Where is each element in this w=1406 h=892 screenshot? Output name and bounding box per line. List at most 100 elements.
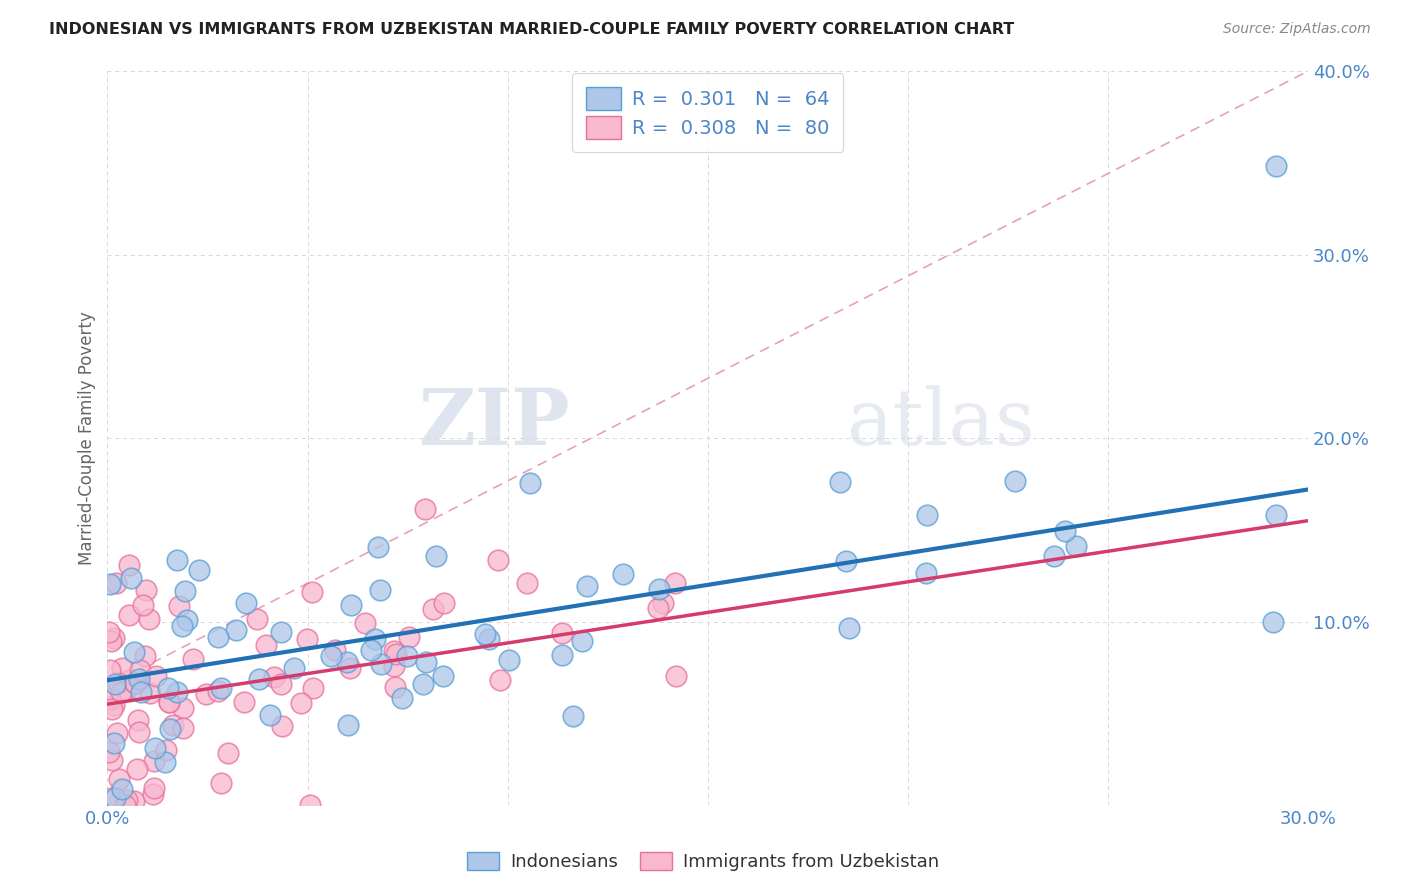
Point bbox=[157, 695, 180, 709]
Point bbox=[162, 718, 184, 732]
Point bbox=[142, 780, 165, 795]
Point bbox=[425, 549, 447, 563]
Point bbox=[124, 675, 146, 690]
Point bbox=[336, 718, 359, 732]
Point bbox=[108, 772, 131, 786]
Text: atlas: atlas bbox=[846, 385, 1035, 461]
Point bbox=[384, 648, 406, 662]
Point bbox=[651, 596, 673, 610]
Point bbox=[664, 575, 686, 590]
Point bbox=[413, 501, 436, 516]
Point bbox=[207, 684, 229, 698]
Point bbox=[176, 613, 198, 627]
Point bbox=[128, 724, 150, 739]
Point bbox=[107, 676, 129, 690]
Point bbox=[172, 721, 194, 735]
Point bbox=[247, 672, 270, 686]
Point bbox=[101, 702, 124, 716]
Point bbox=[360, 643, 382, 657]
Point bbox=[551, 648, 574, 662]
Point bbox=[110, 661, 132, 675]
Point bbox=[339, 661, 361, 675]
Point bbox=[100, 790, 122, 805]
Point bbox=[98, 577, 121, 591]
Point bbox=[104, 677, 127, 691]
Point bbox=[562, 709, 585, 723]
Point bbox=[120, 571, 142, 585]
Point bbox=[134, 648, 156, 663]
Point bbox=[1053, 524, 1076, 538]
Point bbox=[225, 623, 247, 637]
Point bbox=[297, 632, 319, 646]
Point bbox=[1265, 160, 1288, 174]
Text: INDONESIAN VS IMMIGRANTS FROM UZBEKISTAN MARRIED-COUPLE FAMILY POVERTY CORRELATI: INDONESIAN VS IMMIGRANTS FROM UZBEKISTAN… bbox=[49, 22, 1015, 37]
Point bbox=[433, 596, 456, 610]
Point bbox=[336, 655, 359, 669]
Point bbox=[156, 681, 179, 695]
Point bbox=[170, 619, 193, 633]
Point bbox=[319, 648, 342, 663]
Point bbox=[299, 798, 322, 813]
Point bbox=[1064, 540, 1087, 554]
Point bbox=[415, 655, 437, 669]
Point bbox=[118, 607, 141, 622]
Point bbox=[915, 566, 938, 580]
Point bbox=[1004, 474, 1026, 488]
Point bbox=[270, 677, 292, 691]
Point bbox=[153, 755, 176, 769]
Text: Source: ZipAtlas.com: Source: ZipAtlas.com bbox=[1223, 22, 1371, 37]
Point bbox=[129, 663, 152, 677]
Point bbox=[159, 722, 181, 736]
Point bbox=[181, 652, 204, 666]
Point bbox=[571, 633, 593, 648]
Legend: Indonesians, Immigrants from Uzbekistan: Indonesians, Immigrants from Uzbekistan bbox=[460, 845, 946, 879]
Point bbox=[233, 695, 256, 709]
Y-axis label: Married-Couple Family Poverty: Married-Couple Family Poverty bbox=[79, 311, 96, 565]
Point bbox=[246, 612, 269, 626]
Point bbox=[173, 584, 195, 599]
Point bbox=[551, 626, 574, 640]
Point bbox=[516, 575, 538, 590]
Point bbox=[290, 696, 312, 710]
Point bbox=[188, 563, 211, 577]
Point bbox=[98, 692, 121, 706]
Point bbox=[270, 624, 292, 639]
Point bbox=[301, 585, 323, 599]
Point bbox=[835, 554, 858, 568]
Point bbox=[103, 698, 125, 712]
Point bbox=[283, 661, 305, 675]
Point bbox=[98, 663, 121, 677]
Point bbox=[432, 669, 454, 683]
Point bbox=[207, 630, 229, 644]
Point bbox=[103, 632, 125, 646]
Point bbox=[167, 599, 190, 614]
Point bbox=[323, 643, 346, 657]
Point bbox=[1043, 549, 1066, 564]
Point bbox=[101, 753, 124, 767]
Point bbox=[166, 685, 188, 699]
Point bbox=[145, 740, 167, 755]
Point bbox=[488, 553, 510, 567]
Point bbox=[209, 681, 232, 696]
Point bbox=[665, 669, 688, 683]
Point bbox=[110, 685, 132, 699]
Point bbox=[142, 755, 165, 769]
Point bbox=[100, 634, 122, 648]
Point bbox=[384, 680, 406, 694]
Point bbox=[111, 782, 134, 797]
Point bbox=[1261, 615, 1284, 630]
Point bbox=[488, 673, 510, 688]
Point bbox=[235, 596, 257, 610]
Point bbox=[263, 670, 285, 684]
Point bbox=[195, 687, 218, 701]
Point bbox=[114, 798, 136, 813]
Point bbox=[396, 648, 419, 663]
Point bbox=[118, 673, 141, 687]
Point bbox=[115, 793, 138, 807]
Point bbox=[118, 558, 141, 573]
Point bbox=[114, 682, 136, 697]
Point bbox=[474, 627, 496, 641]
Point bbox=[217, 746, 239, 760]
Point bbox=[270, 719, 292, 733]
Point bbox=[519, 476, 541, 491]
